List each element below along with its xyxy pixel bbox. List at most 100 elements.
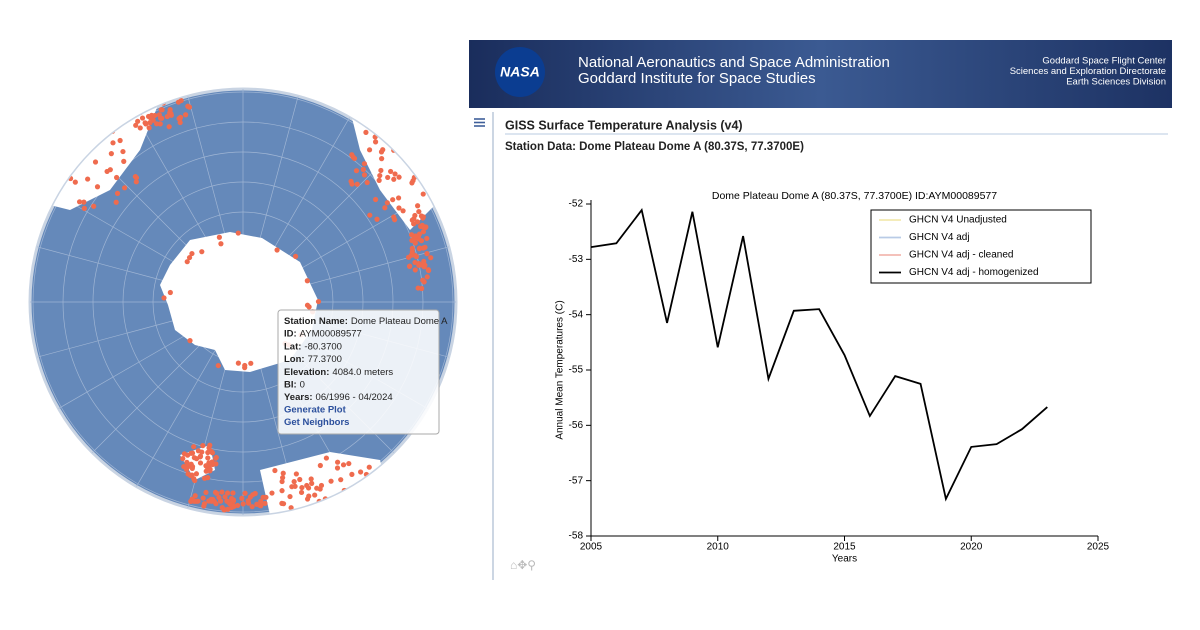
station-dot[interactable]: [258, 498, 264, 504]
station-dot[interactable]: [376, 177, 382, 183]
station-dot[interactable]: [73, 119, 79, 125]
station-dot[interactable]: [280, 470, 286, 476]
station-dot[interactable]: [191, 444, 197, 450]
station-dot[interactable]: [91, 203, 97, 209]
station-dot[interactable]: [356, 500, 362, 506]
station-dot[interactable]: [222, 494, 228, 500]
station-dot[interactable]: [201, 503, 207, 509]
station-dot[interactable]: [366, 464, 372, 470]
station-dot[interactable]: [133, 179, 139, 185]
station-dot[interactable]: [121, 101, 127, 107]
station-dot[interactable]: [412, 267, 418, 273]
station-dot[interactable]: [56, 126, 62, 133]
station-dot[interactable]: [134, 98, 140, 104]
station-dot[interactable]: [392, 171, 398, 177]
station-dot[interactable]: [57, 126, 63, 133]
station-dot[interactable]: [391, 176, 397, 182]
station-dot[interactable]: [412, 240, 418, 246]
station-dot[interactable]: [364, 482, 370, 488]
station-dot[interactable]: [395, 195, 402, 201]
station-dot[interactable]: [346, 460, 352, 467]
station-dot[interactable]: [396, 174, 402, 180]
station-dot[interactable]: [349, 494, 355, 500]
station-dot[interactable]: [161, 295, 167, 301]
station-dot[interactable]: [203, 489, 209, 496]
station-dot[interactable]: [242, 362, 248, 369]
station-dot[interactable]: [323, 455, 329, 461]
station-dot[interactable]: [298, 489, 305, 496]
station-dot[interactable]: [166, 124, 172, 130]
station-dot[interactable]: [51, 131, 57, 138]
station-dot[interactable]: [230, 497, 237, 503]
station-dot[interactable]: [170, 92, 176, 98]
station-dot[interactable]: [416, 160, 422, 166]
station-dot[interactable]: [385, 174, 391, 181]
station-dot[interactable]: [304, 302, 311, 308]
station-dot[interactable]: [72, 179, 78, 185]
station-dot[interactable]: [215, 362, 221, 369]
station-dot[interactable]: [212, 489, 219, 495]
station-dot[interactable]: [421, 279, 427, 285]
station-dot[interactable]: [157, 121, 163, 127]
station-dot[interactable]: [418, 238, 425, 244]
station-dot[interactable]: [142, 103, 148, 109]
station-dot[interactable]: [274, 247, 280, 253]
station-dot[interactable]: [180, 455, 186, 462]
station-dot[interactable]: [396, 116, 402, 122]
station-dot[interactable]: [416, 262, 422, 268]
station-dot[interactable]: [52, 159, 58, 165]
station-dot[interactable]: [81, 199, 87, 205]
station-dot[interactable]: [167, 90, 173, 96]
station-dot[interactable]: [387, 118, 393, 124]
station-dot[interactable]: [205, 449, 211, 456]
station-dot[interactable]: [374, 216, 380, 222]
station-dot[interactable]: [110, 140, 116, 146]
station-dot[interactable]: [135, 118, 141, 124]
station-dot[interactable]: [219, 489, 225, 495]
station-dot[interactable]: [279, 488, 285, 494]
station-dot[interactable]: [184, 452, 191, 458]
station-dot[interactable]: [412, 253, 418, 259]
station-dot[interactable]: [412, 212, 418, 219]
station-dot[interactable]: [299, 484, 305, 491]
station-dot[interactable]: [280, 501, 287, 507]
station-dot[interactable]: [304, 278, 310, 284]
station-dot[interactable]: [195, 448, 201, 454]
station-dot[interactable]: [384, 200, 390, 206]
station-dot[interactable]: [55, 125, 61, 132]
station-dot[interactable]: [134, 99, 140, 105]
station-dot[interactable]: [420, 191, 426, 197]
station-dot[interactable]: [114, 190, 121, 196]
station-dot[interactable]: [225, 490, 231, 496]
station-dot[interactable]: [335, 459, 341, 465]
station-dot[interactable]: [249, 504, 255, 510]
station-dot[interactable]: [293, 253, 299, 259]
station-dot[interactable]: [272, 467, 278, 474]
station-dot[interactable]: [152, 99, 158, 105]
station-dot[interactable]: [60, 100, 66, 106]
station-dot[interactable]: [356, 499, 362, 505]
station-dot[interactable]: [208, 498, 215, 504]
plot-tools[interactable]: ⌂✥⚲: [510, 558, 536, 572]
station-dot[interactable]: [395, 147, 401, 153]
tooltip-link[interactable]: Generate Plot: [284, 405, 347, 416]
station-dot[interactable]: [363, 129, 369, 135]
station-dot[interactable]: [406, 263, 413, 270]
station-dot[interactable]: [338, 477, 344, 483]
station-dot[interactable]: [205, 475, 211, 481]
station-dot[interactable]: [121, 158, 127, 164]
station-dot[interactable]: [235, 360, 241, 366]
station-dot[interactable]: [411, 221, 417, 227]
station-dot[interactable]: [178, 97, 184, 104]
station-dot[interactable]: [415, 285, 421, 291]
station-dot[interactable]: [218, 241, 224, 247]
station-dot[interactable]: [147, 120, 153, 126]
station-dot[interactable]: [117, 137, 123, 144]
station-dot[interactable]: [189, 250, 195, 257]
station-dot[interactable]: [235, 230, 241, 236]
station-dot[interactable]: [225, 506, 231, 512]
station-dot[interactable]: [192, 493, 198, 499]
station-dot[interactable]: [216, 234, 222, 240]
station-dot[interactable]: [120, 148, 126, 155]
station-dot[interactable]: [94, 184, 101, 190]
